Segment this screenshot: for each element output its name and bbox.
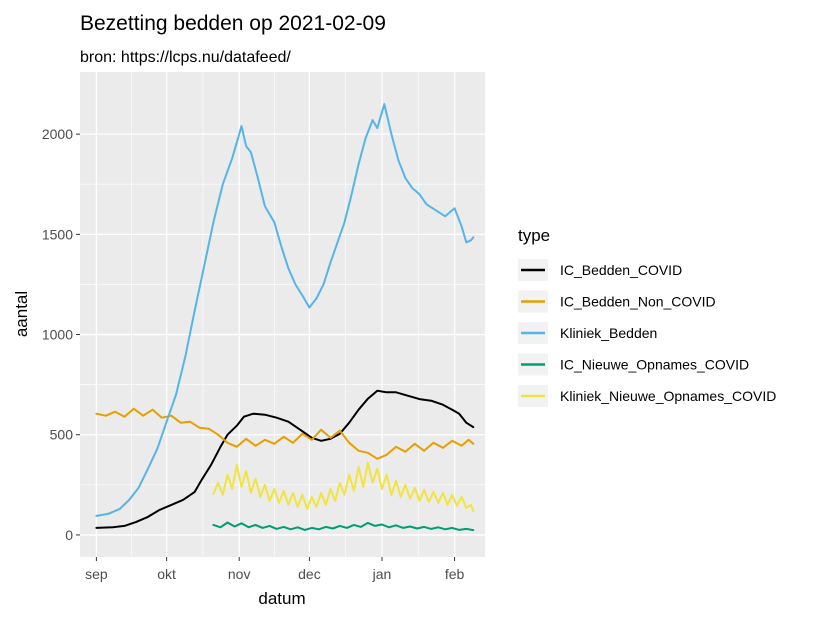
legend-label: Kliniek_Nieuwe_Opnames_COVID (560, 388, 776, 404)
chart-subtitle: bron: https://lcps.nu/datafeed/ (80, 49, 291, 66)
x-tick-label: nov (228, 566, 251, 582)
y-tick-label: 500 (50, 427, 74, 443)
legend: type IC_Bedden_COVID IC_Bedden_Non_COVID K… (518, 226, 776, 407)
x-axis-label: datum (258, 589, 305, 608)
y-tick-label: 1500 (42, 226, 73, 242)
series-line-ic-bedden-covid (95, 389, 475, 529)
legend-label: IC_Bedden_COVID (560, 262, 682, 278)
chart-title: Bezetting bedden op 2021-02-09 (80, 12, 386, 35)
series-line-ic-bedden-non-covid (95, 407, 475, 460)
plot-panel (80, 72, 485, 557)
legend-label: Kliniek_Bedden (560, 325, 657, 341)
y-tick-label: 1000 (42, 327, 73, 343)
series-line-kliniek-nieuwe-opnames-covid (212, 461, 475, 512)
y-axis-label: aantal (12, 291, 31, 337)
series-lines (95, 103, 475, 532)
x-tick-label: okt (157, 566, 176, 582)
series-line-ic-nieuwe-opnames-covid (212, 521, 475, 532)
x-tick-label: sep (85, 566, 108, 582)
y-tick-label: 2000 (42, 126, 73, 142)
x-tick-label: feb (445, 566, 465, 582)
x-axis: sep okt nov dec jan feb (85, 557, 465, 582)
y-axis: 0 500 1000 1500 2000 (42, 126, 80, 543)
legend-label: IC_Bedden_Non_COVID (560, 294, 716, 310)
grid-lines (80, 72, 485, 557)
y-tick-label: 0 (65, 527, 73, 543)
legend-label: IC_Nieuwe_Opnames_COVID (560, 357, 749, 373)
legend-title: type (518, 226, 550, 245)
series-line-kliniek-bedden (95, 103, 475, 517)
x-tick-label: dec (298, 566, 321, 582)
x-tick-label: jan (372, 566, 392, 582)
